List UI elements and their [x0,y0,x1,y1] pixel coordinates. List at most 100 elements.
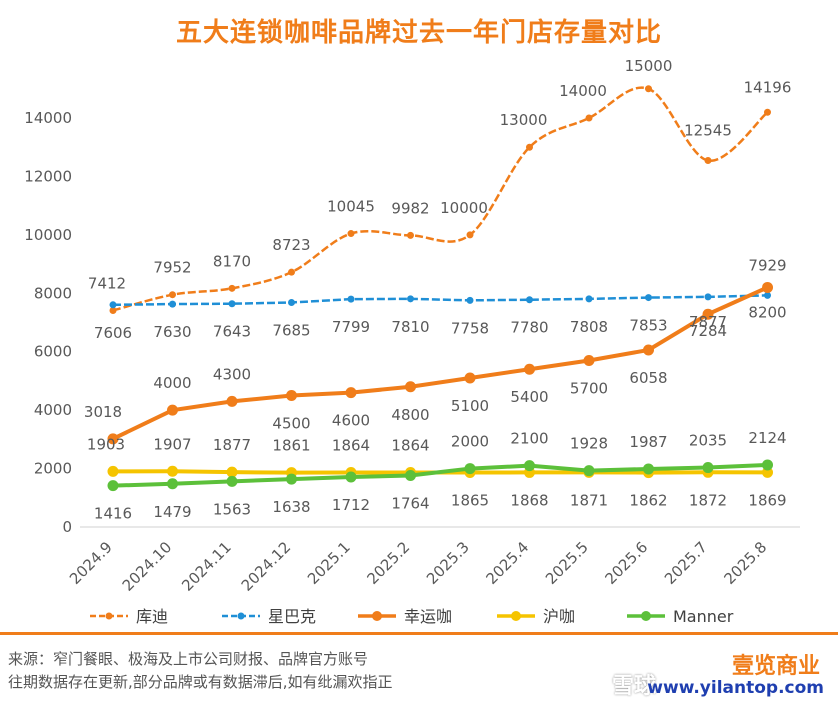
data-point-manner [286,473,297,485]
source-line-2: 往期数据存在更新,部分品牌或有数据滞后,如有纰漏欢指正 [8,673,393,691]
data-point-manner [464,463,476,475]
data-label-huka: 1877 [213,436,251,454]
series-starbucks [109,291,771,309]
y-tick-label: 14000 [24,109,72,127]
xueqiu-watermark: 雪球 [612,674,657,699]
data-label-starbucks: 7799 [332,318,370,336]
data-label-manner: 1563 [213,500,251,518]
series-luckin [107,281,773,445]
data-label-manner: 1987 [629,433,667,451]
data-label-huka: 1861 [272,437,310,455]
legend-item-starbucks: 星巴克 [222,607,316,626]
data-label-kudi: 9982 [391,199,429,217]
data-point-manner [524,460,535,472]
data-label-starbucks: 7877 [689,313,727,331]
data-point-starbucks [585,295,593,303]
data-label-starbucks: 7780 [510,319,548,337]
data-label-starbucks: 7810 [391,318,429,336]
data-label-manner: 2035 [689,432,727,450]
legend-item-huka: 沪咖 [497,607,575,626]
data-label-luckin: 4500 [272,415,310,433]
data-label-starbucks: 7853 [629,317,667,335]
series-layer [107,85,773,492]
data-label-starbucks: 7630 [153,323,191,341]
data-label-kudi: 14000 [559,82,607,100]
data-point-starbucks [169,300,176,308]
data-label-luckin: 4600 [332,412,370,430]
data-label-huka: 1864 [391,437,429,455]
data-point-kudi [228,284,236,292]
y-tick-label: 12000 [24,167,72,185]
data-label-manner: 1638 [272,498,310,516]
data-point-luckin [524,363,535,375]
data-label-luckin: 8200 [748,303,786,321]
legend-item-kudi: 库迪 [90,607,168,626]
data-label-huka: 1868 [510,491,548,509]
data-label-luckin: 5700 [570,379,608,397]
x-tick-label: 2025.2 [363,538,413,588]
data-point-huka [107,465,119,477]
data-label-huka: 1862 [629,492,667,510]
y-tick-label: 10000 [24,226,72,244]
x-tick-label: 2025.1 [304,538,354,588]
y-tick-label: 0 [62,518,72,536]
legend-swatch-marker [237,612,245,620]
data-label-starbucks: 7758 [451,319,489,337]
legend-item-luckin: 幸运咖 [358,607,452,626]
data-label-starbucks: 7808 [570,318,608,336]
series-line-luckin [112,285,769,441]
x-tick-label: 2025.3 [423,538,473,588]
series-kudi [109,85,771,314]
data-label-luckin: 5400 [510,388,548,406]
data-point-starbucks [764,291,771,299]
data-point-starbucks [288,298,295,306]
data-label-huka: 1864 [332,437,370,455]
data-point-luckin [107,433,119,445]
data-point-kudi [347,230,355,238]
series-manner [107,459,773,492]
brand-url: www.yilantop.com [647,678,824,698]
data-point-luckin [405,381,416,393]
data-point-luckin [464,372,476,384]
legend-label: 幸运咖 [404,607,452,626]
series-line-starbucks [112,294,768,307]
data-label-manner: 1416 [94,505,132,523]
data-point-manner [702,462,714,474]
legend-swatch-marker [641,611,651,621]
data-point-manner [405,469,416,481]
legend-label: 星巴克 [268,607,316,626]
data-point-luckin [226,395,238,407]
y-tick-label: 2000 [34,460,72,478]
data-label-huka: 1871 [570,491,608,509]
x-tick-label: 2024.10 [119,538,176,595]
data-point-luckin [702,308,714,320]
data-label-kudi: 13000 [500,111,548,129]
data-label-manner: 1479 [153,503,191,521]
chart-title: 五大连锁咖啡品牌过去一年门店存量对比 [175,18,662,48]
brand-watermark: 壹览商业 [731,654,820,679]
data-point-manner [167,478,178,490]
series-line-manner [112,462,768,488]
data-labels: 7412 7952 8170 8723 10045 9982 10000 13000 14000… [84,57,791,523]
data-point-kudi [645,85,652,93]
x-tick-label: 2025.8 [720,538,770,588]
y-tick-label: 6000 [34,343,72,361]
data-point-manner [762,459,773,471]
data-point-manner [345,471,357,483]
data-point-kudi [109,306,117,314]
data-label-manner: 1928 [570,435,608,453]
data-label-kudi: 12545 [684,122,732,140]
data-label-manner: 2000 [451,433,489,451]
x-tick-label: 2024.12 [238,538,295,595]
data-label-luckin: 4300 [213,365,251,383]
data-label-kudi: 10000 [440,199,488,217]
y-tick-label: 8000 [34,284,72,302]
data-point-kudi [466,231,474,239]
data-point-kudi [585,114,593,122]
data-label-starbucks: 7643 [213,323,251,341]
data-label-huka: 1907 [153,435,191,453]
data-label-starbucks: 7685 [272,321,310,339]
x-tick-label: 2024.11 [178,538,235,595]
data-label-starbucks: 7606 [94,324,132,342]
data-point-starbucks [466,296,474,304]
